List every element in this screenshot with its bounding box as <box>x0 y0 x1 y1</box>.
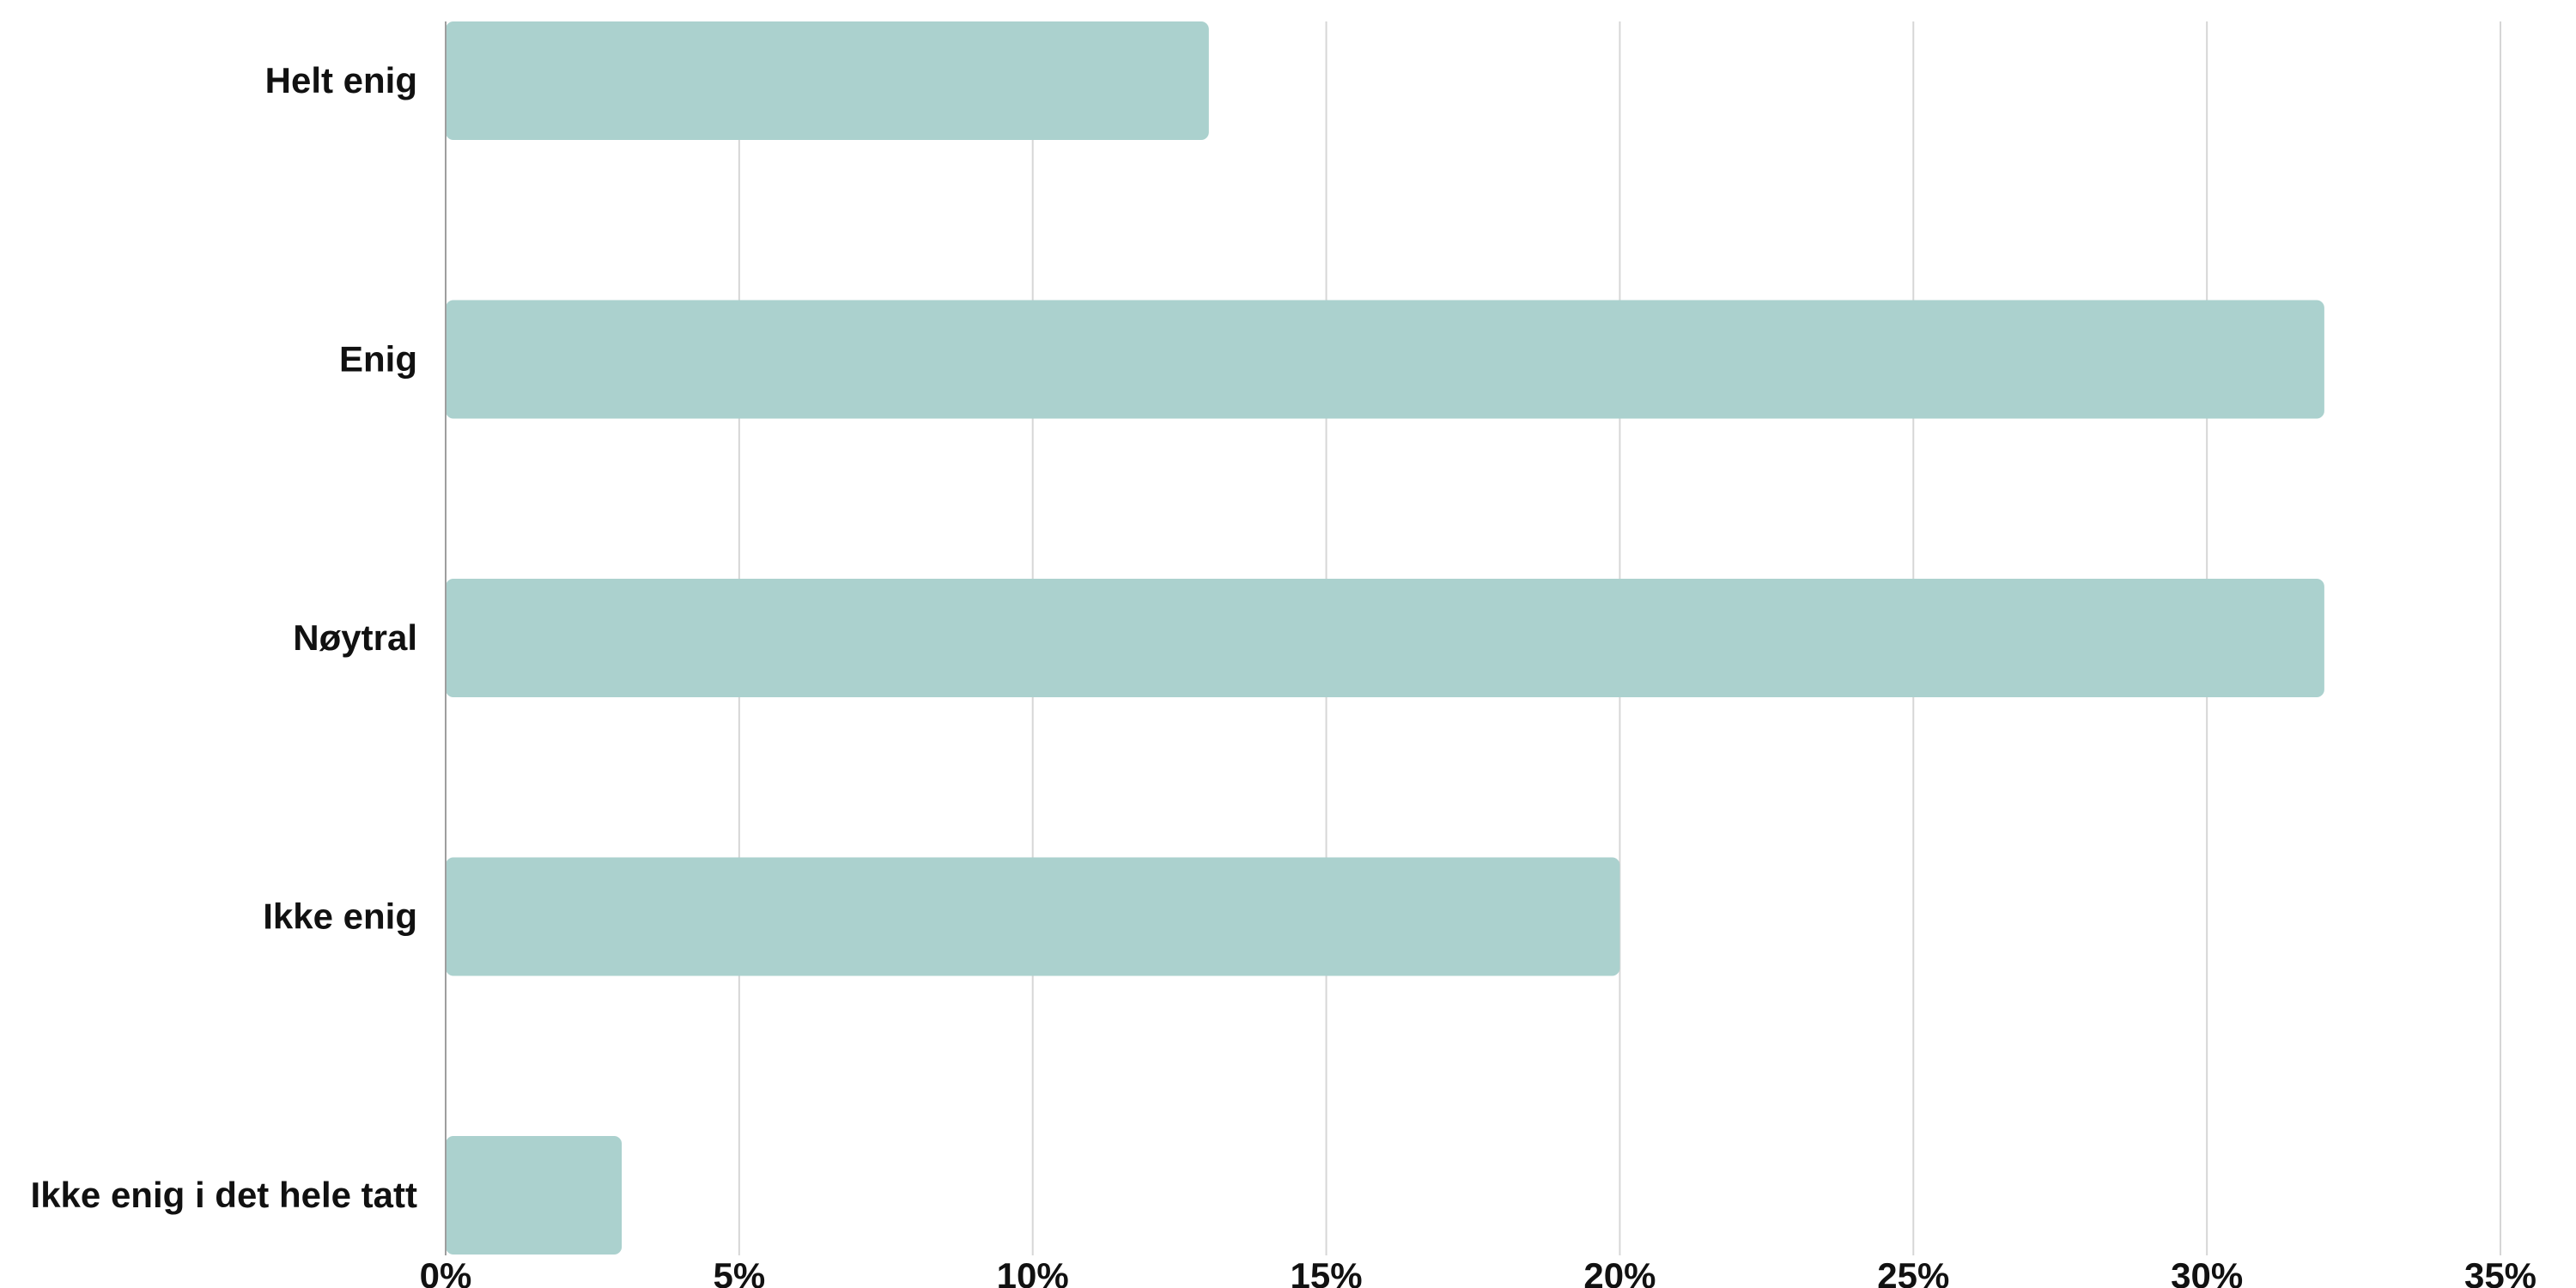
x-tick-label: 15% <box>1291 1255 1363 1288</box>
labels: 0% 5% 10% 15% 20% 25% 30% 35% Helt enig Enig Nøytr… <box>31 60 2537 1288</box>
x-tick-label: 5% <box>714 1255 766 1288</box>
y-category-label: Ikke enig <box>263 896 417 937</box>
x-tick-label: 25% <box>1877 1255 1949 1288</box>
x-tick-label: 0% <box>420 1255 472 1288</box>
x-tick-label: 10% <box>997 1255 1069 1288</box>
x-tick-label: 20% <box>1583 1255 1656 1288</box>
bar <box>446 857 1620 976</box>
bar <box>446 579 2324 697</box>
bar <box>446 300 2324 419</box>
x-tick-label: 35% <box>2464 1255 2537 1288</box>
bar <box>446 1136 623 1255</box>
bars <box>446 21 2324 1255</box>
y-category-label: Ikke enig i det hele tatt <box>31 1175 417 1215</box>
x-tick-label: 30% <box>2171 1255 2243 1288</box>
y-category-label: Enig <box>339 339 417 380</box>
y-category-label: Nøytral <box>293 617 417 658</box>
y-category-label: Helt enig <box>265 60 417 100</box>
bar <box>446 21 1209 140</box>
